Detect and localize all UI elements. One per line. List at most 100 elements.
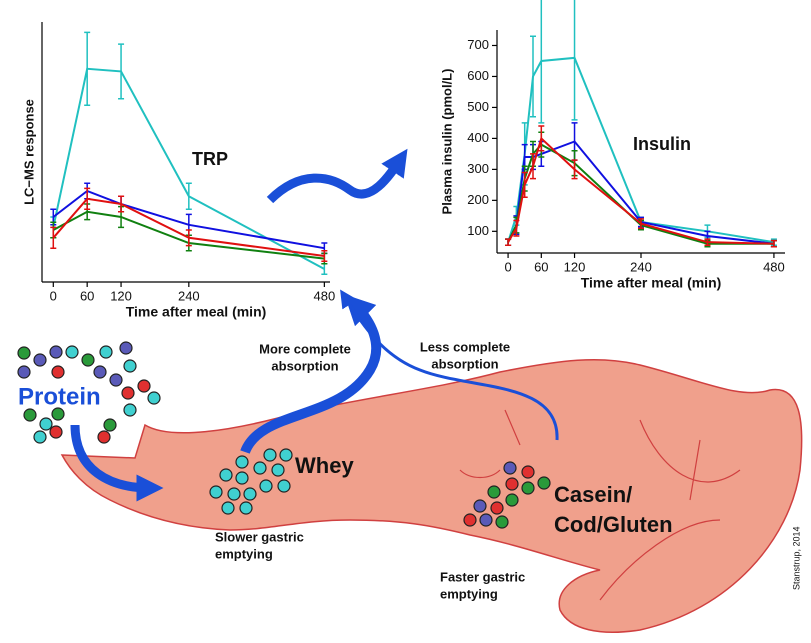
dot [239, 501, 253, 515]
x-tick-label: 240 [630, 259, 652, 274]
dot [123, 403, 137, 417]
dot [103, 418, 117, 432]
error-bar [521, 171, 528, 198]
error-bar [538, 0, 545, 124]
dot [505, 493, 519, 507]
credit: Stanstrup, 2014 [791, 526, 801, 590]
protein-label: Protein [18, 383, 101, 410]
dot [235, 455, 249, 469]
whey-label: Whey [295, 453, 354, 478]
dot [537, 476, 551, 490]
dot [49, 425, 63, 439]
annotation: Less complete [420, 339, 510, 354]
dot [221, 501, 235, 515]
dot [487, 485, 501, 499]
y-tick-label: 300 [467, 161, 489, 176]
x-tick-label: 0 [504, 259, 511, 274]
arrow [340, 289, 559, 441]
dot [33, 353, 47, 367]
error-bar [704, 238, 711, 247]
annotation: absorption [271, 358, 338, 373]
dot [49, 345, 63, 359]
dot [521, 465, 535, 479]
dot [235, 471, 249, 485]
dot [495, 515, 509, 529]
dot [109, 373, 123, 387]
error-bar [505, 238, 512, 247]
dot [490, 501, 504, 515]
error-bar [50, 226, 57, 249]
y-tick-label: 700 [467, 37, 489, 52]
dot [33, 430, 47, 444]
error-bar [84, 31, 91, 106]
error-bar [638, 218, 644, 229]
whey-dots [209, 448, 293, 515]
dot [81, 353, 95, 367]
error-bar [770, 239, 777, 248]
chart-title: Insulin [633, 134, 691, 154]
dot [97, 430, 111, 444]
x-tick-label: 480 [763, 259, 785, 274]
chart-title: TRP [192, 149, 228, 169]
dot [51, 407, 65, 421]
dot [121, 386, 135, 400]
dot [119, 341, 133, 355]
dot [17, 346, 31, 360]
dot [479, 513, 493, 527]
error-bar [84, 187, 91, 210]
dot [23, 408, 37, 422]
y-tick-label: 400 [467, 130, 489, 145]
error-bar [538, 125, 545, 152]
dot [137, 379, 151, 393]
dot [17, 365, 31, 379]
arrow [266, 148, 408, 204]
x-tick-label: 60 [80, 288, 94, 303]
casein-label: Cod/Gluten [554, 512, 673, 537]
annotation: emptying [440, 586, 498, 601]
x-tick-label: 240 [178, 288, 200, 303]
error-bar [571, 159, 578, 180]
dot [259, 479, 273, 493]
arrow [240, 294, 382, 455]
annotation: absorption [431, 356, 498, 371]
dot [65, 345, 79, 359]
x-axis-label: Time after meal (min) [581, 275, 722, 291]
y-tick-label: 600 [467, 68, 489, 83]
dot [279, 448, 293, 462]
dot [505, 477, 519, 491]
x-tick-label: 60 [534, 259, 548, 274]
stomach-fold [459, 409, 741, 601]
error-bar [321, 250, 328, 262]
y-tick-label: 500 [467, 99, 489, 114]
error-bar [185, 229, 192, 247]
error-bar [513, 219, 520, 237]
dot [277, 479, 291, 493]
y-axis-label: Plasma insulin (pmol/L) [439, 69, 454, 215]
y-tick-label: 200 [467, 192, 489, 207]
dot [147, 391, 161, 405]
error-bar [118, 43, 125, 100]
dot [243, 487, 257, 501]
annotation: emptying [215, 546, 273, 561]
dot [39, 417, 53, 431]
dot [463, 513, 477, 527]
gut [60, 358, 803, 633]
protein-dots [17, 341, 161, 444]
dot [263, 448, 277, 462]
dot [253, 461, 267, 475]
dot [227, 487, 241, 501]
x-tick-label: 0 [50, 288, 57, 303]
error-bar [118, 195, 125, 213]
dot [271, 463, 285, 477]
error-bar [571, 0, 578, 121]
x-tick-label: 120 [110, 288, 132, 303]
annotation: Faster gastric [440, 569, 525, 584]
dot [123, 359, 137, 373]
casein-dots [463, 461, 551, 529]
dot [99, 345, 113, 359]
error-bar [530, 153, 536, 180]
error-bar [185, 182, 192, 210]
y-tick-label: 100 [467, 223, 489, 238]
dot [93, 365, 107, 379]
x-tick-label: 120 [564, 259, 586, 274]
